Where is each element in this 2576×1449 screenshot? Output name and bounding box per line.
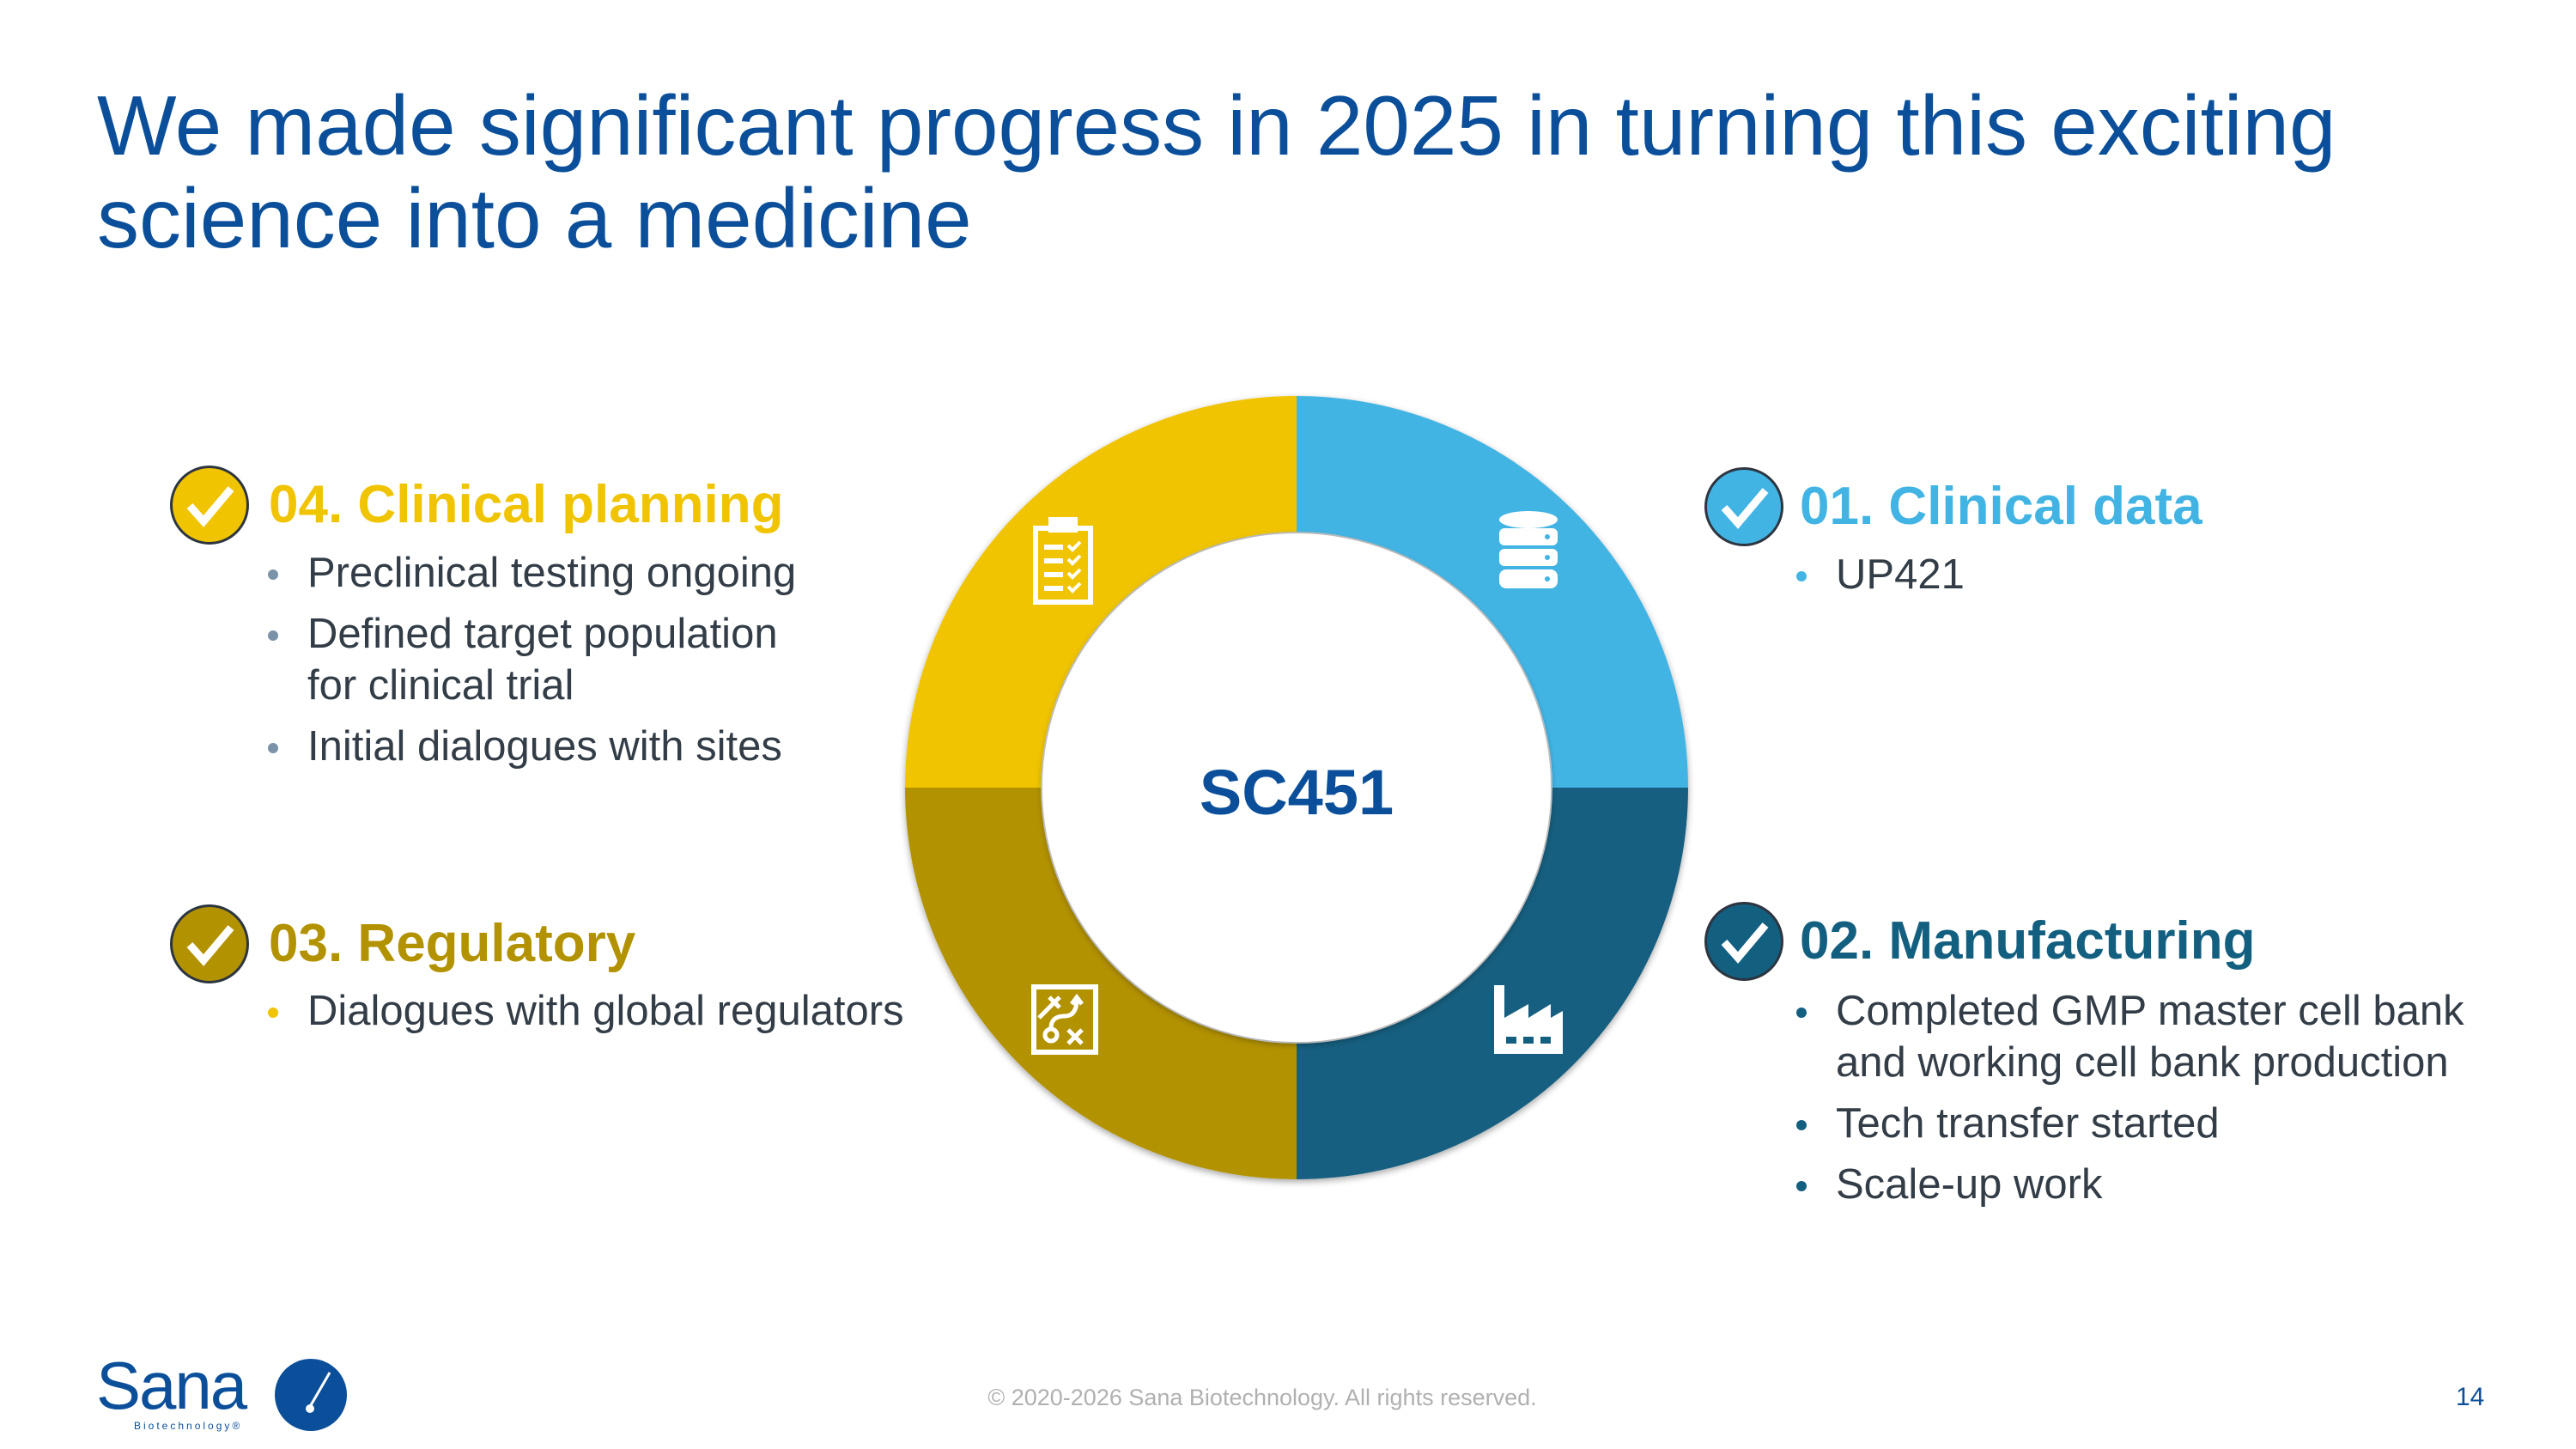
- segment-clinical-data: [1297, 396, 1688, 788]
- list-item: Initial dialogues with sites: [266, 721, 816, 772]
- list-item: UP421: [1795, 549, 2482, 600]
- bullet-text: Preclinical testing ongoing: [307, 550, 797, 596]
- clinical-planning-list: Preclinical testing ongoing Defined targ…: [266, 547, 816, 782]
- sana-logo: Sana Biotechnology®: [96, 1355, 347, 1432]
- bullet-text: Tech transfer started: [1836, 1100, 2220, 1147]
- bullet-text: Completed GMP master cell bank and worki…: [1836, 988, 2464, 1086]
- bullet-text: Dialogues with global regulators: [307, 988, 904, 1034]
- list-item: Scale-up work: [1795, 1159, 2499, 1210]
- segment-clinical-planning: [905, 396, 1297, 788]
- segment-manufacturing: [1297, 788, 1688, 1179]
- bullet-text: Scale-up work: [1836, 1161, 2103, 1208]
- center-label: SC451: [1199, 757, 1394, 828]
- check-icon: [170, 904, 249, 983]
- list-item: Dialogues with global regulators: [266, 985, 953, 1037]
- list-item: Preclinical testing ongoing: [266, 547, 816, 599]
- copyright-text: © 2020-2026 Sana Biotechnology. All righ…: [987, 1385, 1537, 1410]
- database-icon: [1499, 511, 1558, 588]
- regulatory-list: Dialogues with global regulators: [266, 985, 953, 1046]
- check-icon: [1704, 467, 1783, 546]
- clinical-data-list: UP421: [1795, 549, 2482, 610]
- svg-text:Sana: Sana: [96, 1355, 248, 1423]
- list-item: Tech transfer started: [1795, 1098, 2499, 1149]
- regulatory-heading: 03. Regulatory: [269, 914, 636, 973]
- check-icon: [1704, 902, 1783, 981]
- page-number: 14: [2456, 1383, 2485, 1411]
- clinical-data-heading: 01. Clinical data: [1800, 477, 2202, 536]
- slide-title: We made significant progress in 2025 in …: [97, 78, 2336, 265]
- list-item: Completed GMP master cell bank and worki…: [1795, 985, 2499, 1088]
- clipboard-checklist-icon: [1033, 517, 1093, 605]
- svg-text:Biotechnology®: Biotechnology®: [134, 1420, 242, 1432]
- strategy-board-icon: [1031, 984, 1098, 1055]
- clinical-planning-heading: 04. Clinical planning: [269, 475, 784, 534]
- segment-regulatory: [905, 788, 1297, 1179]
- factory-icon: [1494, 985, 1563, 1054]
- check-icon: [170, 466, 249, 545]
- list-item: Defined target population for clinical t…: [266, 608, 816, 711]
- sc451-donut-diagram: [905, 396, 1688, 1179]
- manufacturing-list: Completed GMP master cell bank and worki…: [1795, 985, 2499, 1220]
- bullet-text: Defined target population for clinical t…: [307, 611, 778, 709]
- manufacturing-heading: 02. Manufacturing: [1800, 911, 2256, 971]
- bullet-text: UP421: [1836, 551, 1965, 598]
- bullet-text: Initial dialogues with sites: [307, 723, 782, 770]
